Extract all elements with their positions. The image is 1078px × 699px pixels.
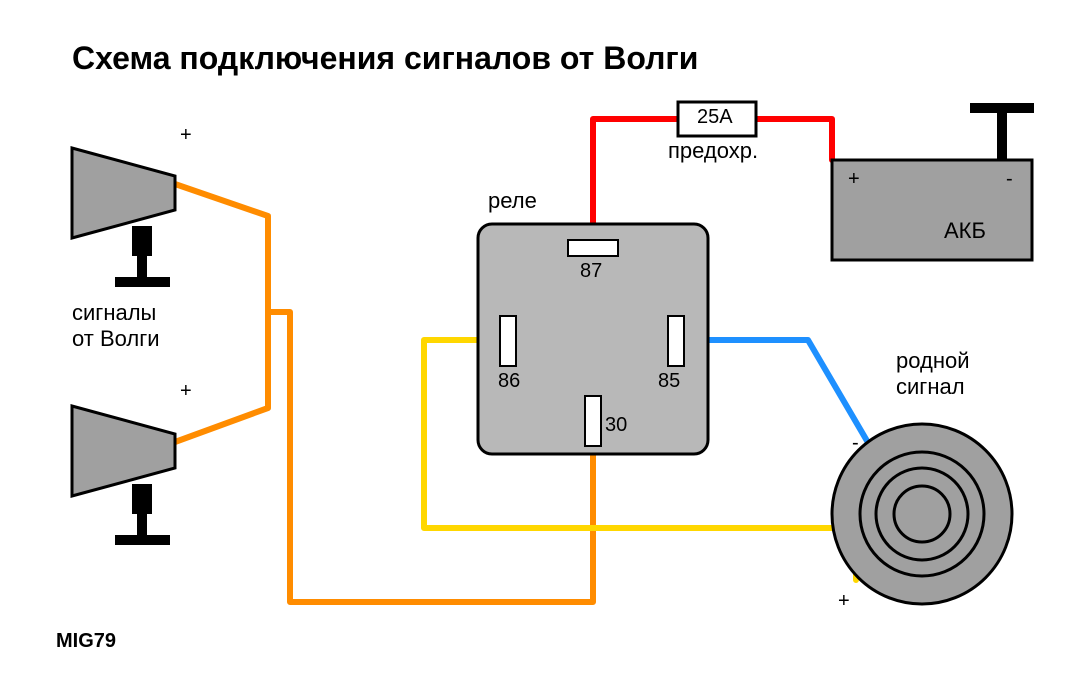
- relay-terminal-85: [668, 316, 684, 366]
- battery-minus: -: [1006, 168, 1013, 191]
- fuse-label: предохр.: [668, 138, 758, 164]
- horn-stem: [132, 484, 152, 514]
- relay-terminal-85-label: 85: [658, 370, 680, 393]
- diagram-title: Схема подключения сигналов от Волги: [72, 40, 698, 77]
- horn2-plus: +: [180, 380, 192, 403]
- battery-plus: +: [848, 168, 860, 191]
- watermark: MIG79: [56, 630, 116, 653]
- wiring-diagram: Схема подключения сигналов от Волги MIG7…: [0, 0, 1078, 699]
- relay-label: реле: [488, 188, 537, 214]
- native-horn-label: родной сигнал: [896, 348, 970, 400]
- relay-terminal-30: [585, 396, 601, 446]
- battery-label: АКБ: [944, 218, 986, 244]
- fuse-value: 25A: [697, 106, 733, 129]
- horn-body: [72, 148, 175, 238]
- relay-terminal-86: [500, 316, 516, 366]
- native-horn-plus: +: [838, 590, 850, 613]
- relay-terminal-87-label: 87: [580, 260, 602, 283]
- horns-label: сигналы от Волги: [72, 300, 160, 352]
- battery-body: [832, 160, 1032, 260]
- horn-body: [72, 406, 175, 496]
- wire-blue: [684, 340, 870, 446]
- relay-terminal-87: [568, 240, 618, 256]
- horn-stem: [132, 226, 152, 256]
- relay-terminal-86-label: 86: [498, 370, 520, 393]
- native-horn-minus: -: [852, 432, 859, 455]
- relay-terminal-30-label: 30: [605, 414, 627, 437]
- horn1-plus: +: [180, 124, 192, 147]
